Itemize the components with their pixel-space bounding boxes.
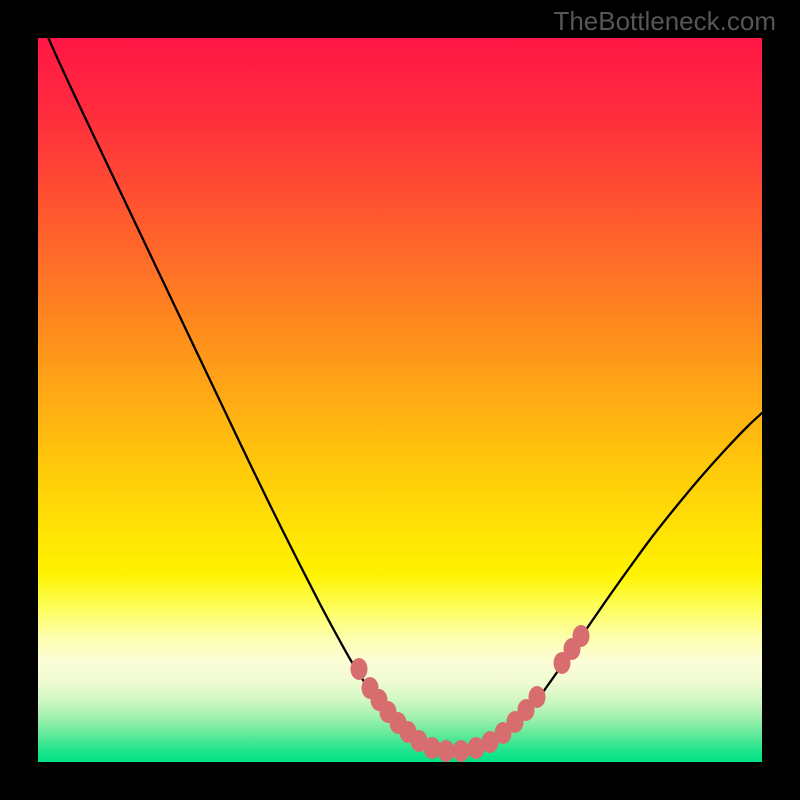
curve-marker — [453, 740, 470, 762]
curve-marker — [351, 658, 368, 680]
curve-marker — [438, 740, 455, 762]
watermark-text: TheBottleneck.com — [553, 6, 776, 37]
curve-marker — [573, 625, 590, 647]
curve-marker — [529, 686, 546, 708]
chart-svg — [0, 0, 800, 800]
gradient-background — [38, 38, 762, 762]
